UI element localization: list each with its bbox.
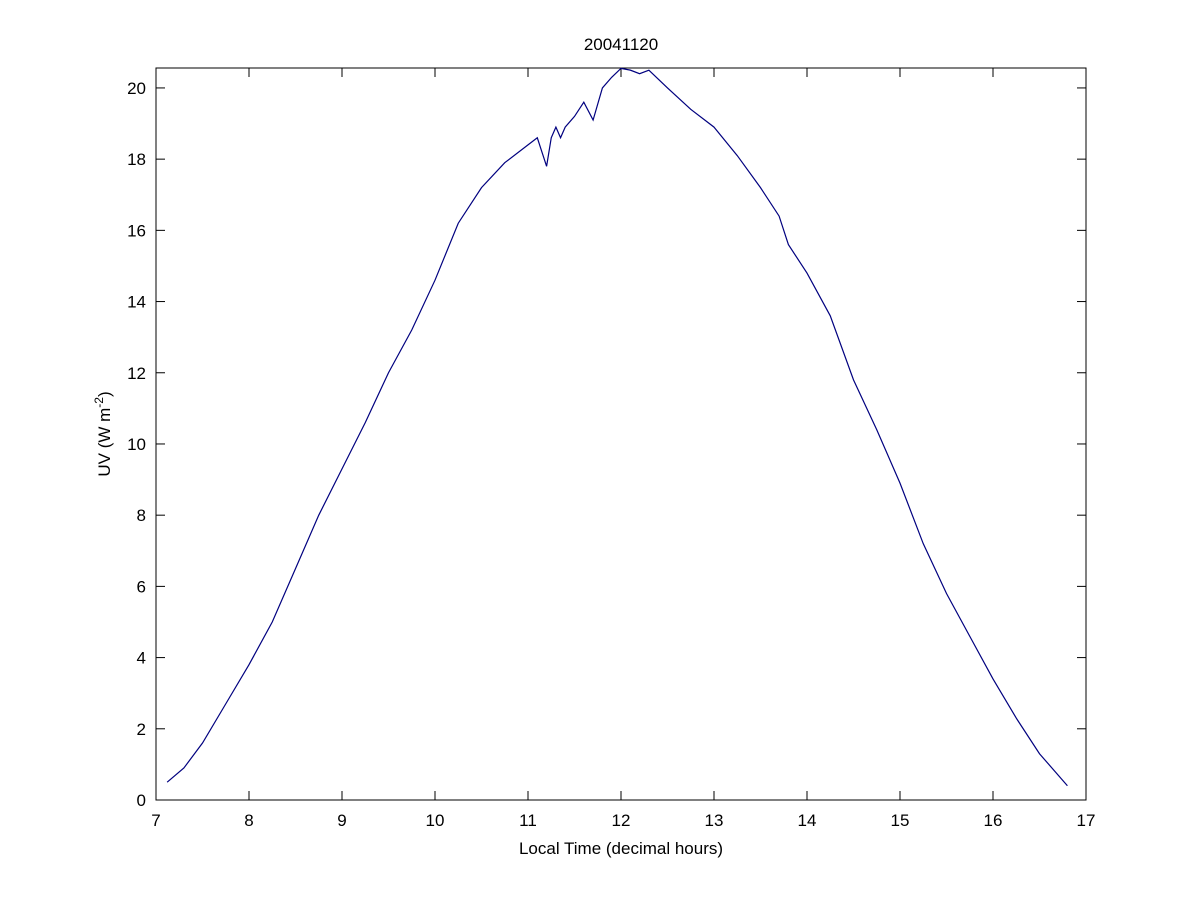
y-tick-label: 16	[127, 221, 146, 240]
x-tick-label: 16	[984, 811, 1003, 830]
y-label-sup: -2	[92, 397, 106, 408]
y-tick-label: 4	[137, 649, 146, 668]
data-line	[166, 67, 1068, 787]
x-tick-label: 11	[519, 811, 537, 830]
x-tick-label: 13	[705, 811, 724, 830]
y-tick-label: 8	[137, 506, 146, 525]
y-tick-label: 2	[137, 720, 146, 739]
y-tick-label: 20	[127, 79, 146, 98]
y-tick-label: 12	[127, 364, 146, 383]
y-tick-label: 0	[137, 791, 146, 810]
x-tick-label: 15	[891, 811, 910, 830]
x-tick-label: 10	[426, 811, 445, 830]
y-tick-label: 10	[127, 435, 146, 454]
y-tick-label: 18	[127, 150, 146, 169]
x-axis-label: Local Time (decimal hours)	[519, 839, 723, 858]
y-label-text: UV (W m	[95, 408, 114, 477]
y-tick-label: 14	[127, 293, 146, 312]
x-tick-label: 17	[1077, 811, 1096, 830]
x-tick-label: 14	[798, 811, 817, 830]
x-tick-label: 9	[337, 811, 346, 830]
x-tick-label: 7	[151, 811, 160, 830]
chart-title: 20041120	[584, 35, 658, 54]
x-tick-label: 12	[612, 811, 631, 830]
y-axis-label: UV (W m-2)	[92, 391, 114, 476]
y-label-suffix: )	[95, 391, 114, 397]
y-tick-label: 6	[137, 577, 146, 596]
x-tick-label: 8	[244, 811, 253, 830]
